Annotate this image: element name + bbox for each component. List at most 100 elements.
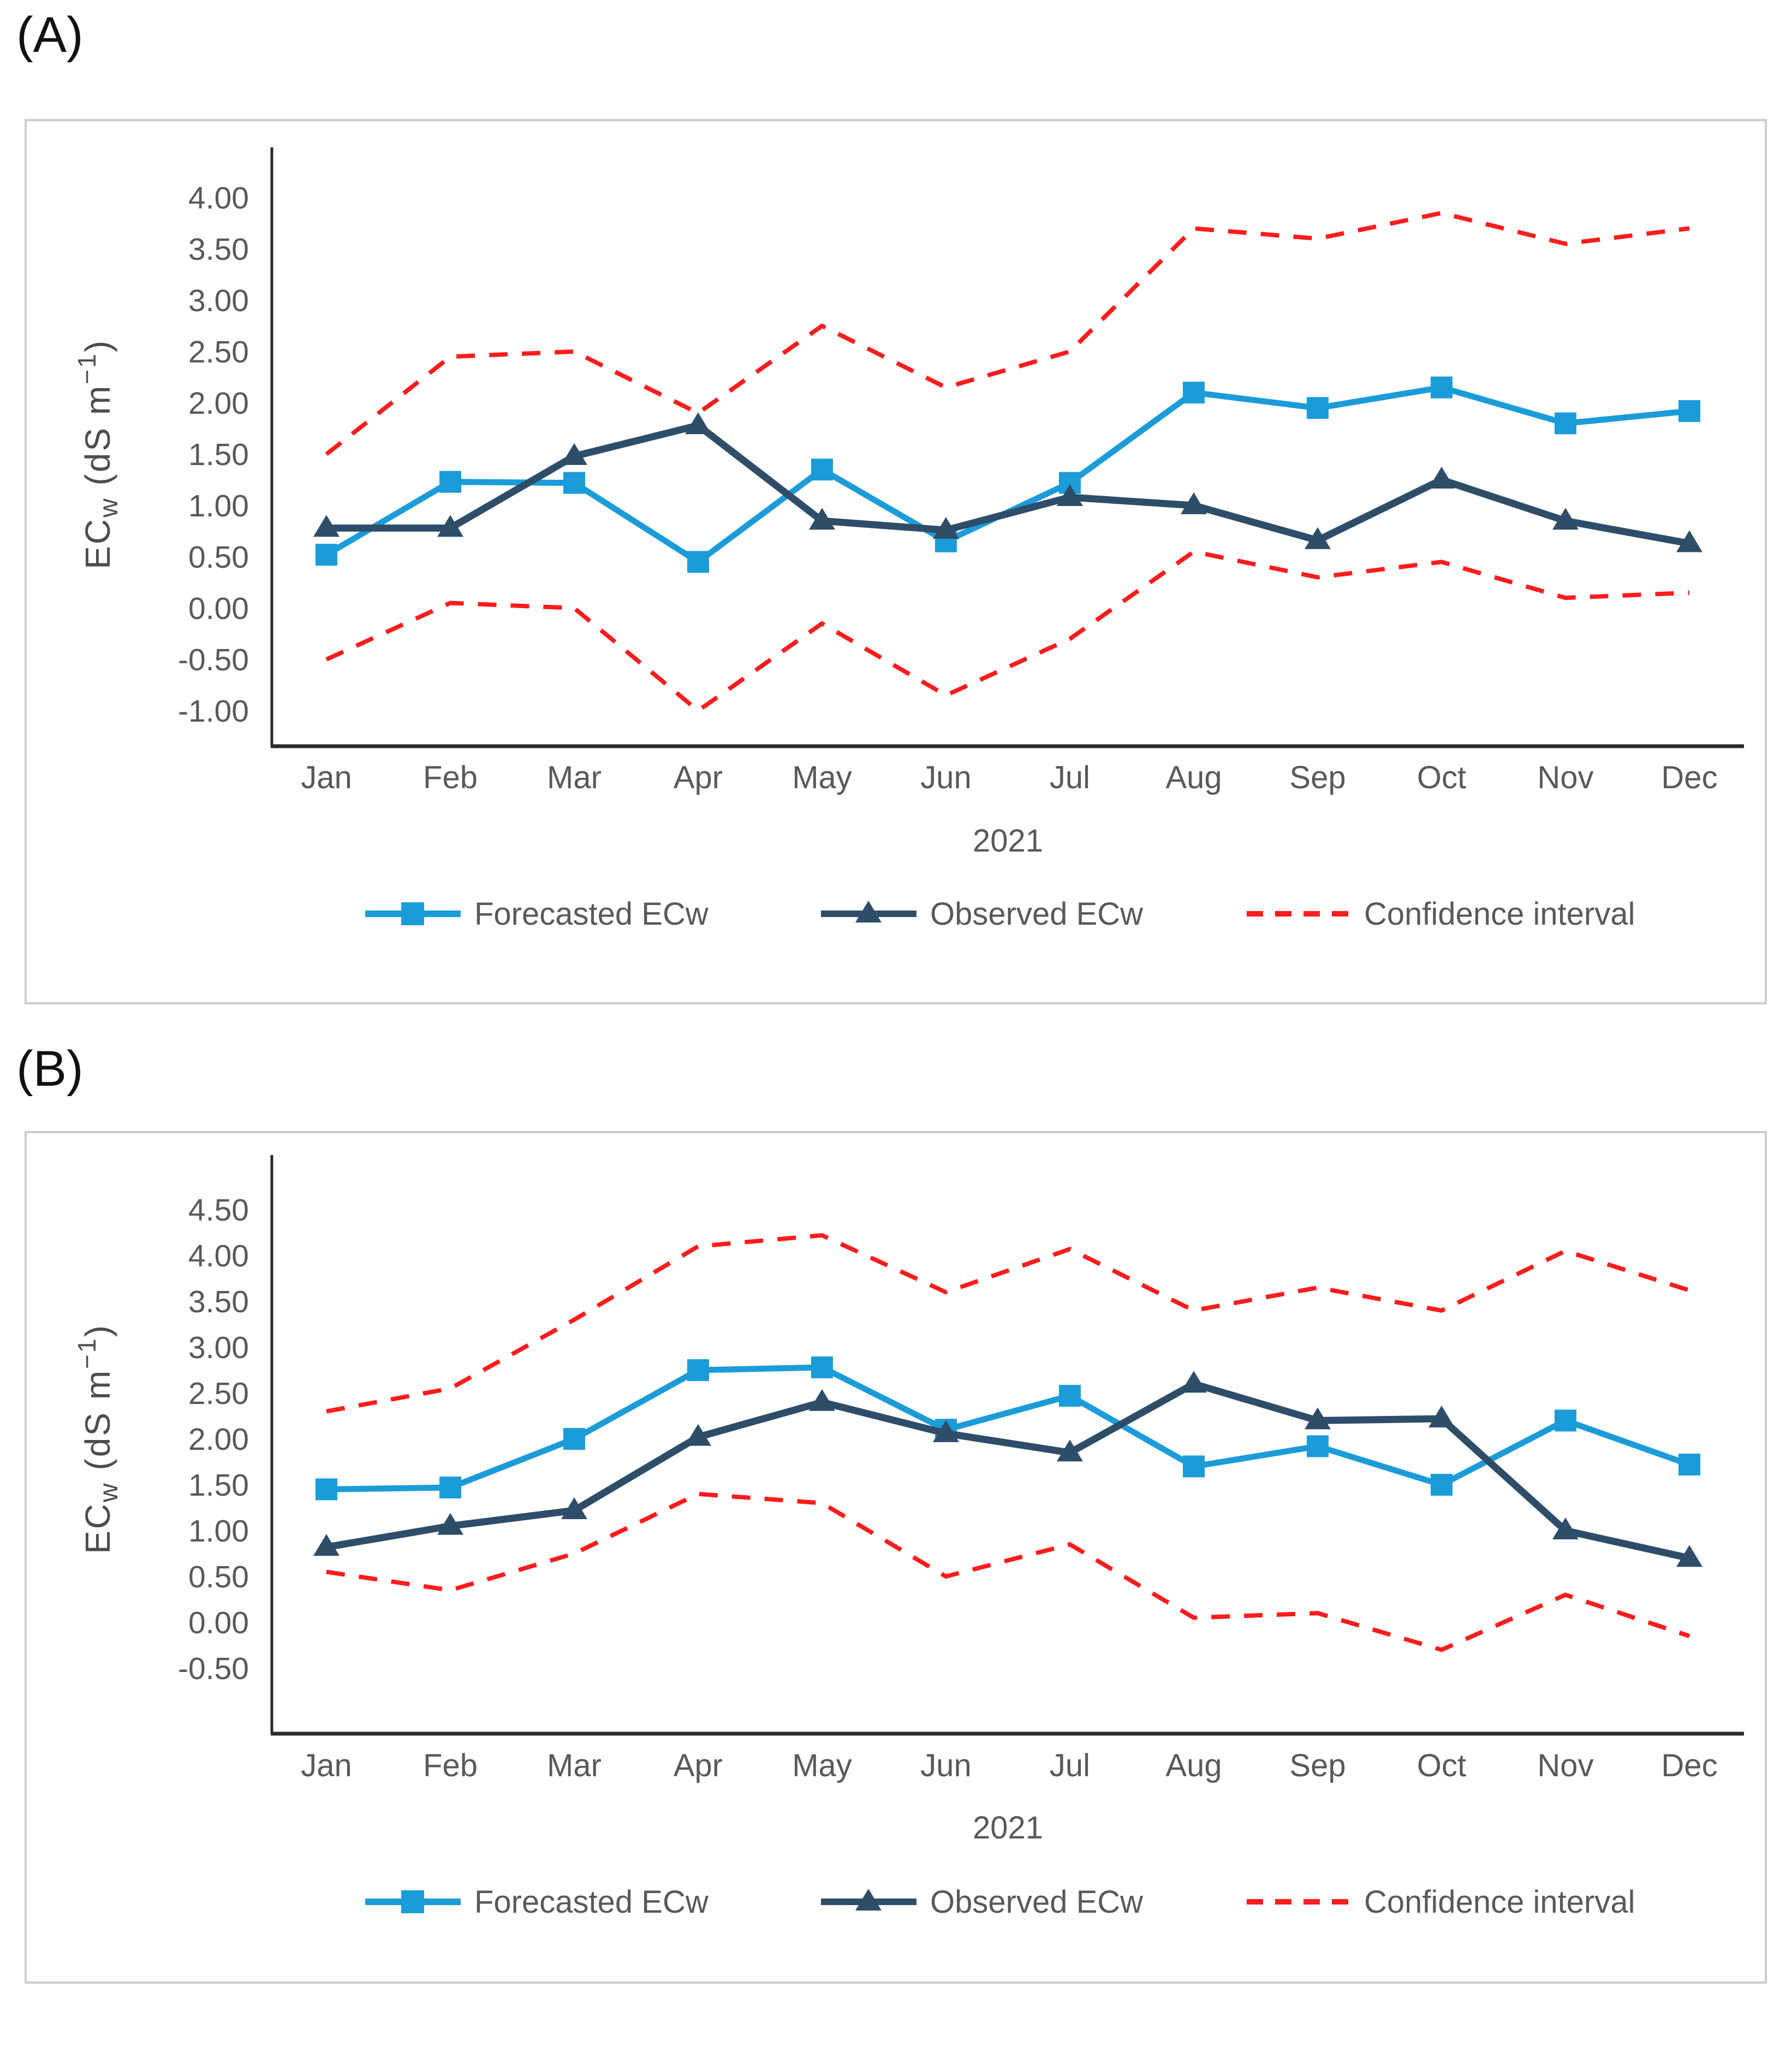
observed-marker (1057, 484, 1083, 506)
x-tick-label: Jan (301, 760, 352, 795)
x-tick-label: Sep (1289, 1748, 1346, 1783)
confidence-lower-line (326, 1491, 1690, 1652)
legend-item-confidence: Confidence interval (1247, 896, 1635, 932)
observed-marker (1676, 1545, 1702, 1567)
observed-marker (313, 515, 340, 537)
chart-b: 4.50 4.00 3.50 3.00 2.50 2.00 1.50 1.00 0.50 0.00… (73, 1155, 1744, 1920)
panel-b-label: (B) (16, 1041, 84, 1097)
observed-marker (1305, 527, 1331, 549)
forecasted-marker (687, 1359, 709, 1381)
y-tick-label: 2.50 (188, 335, 249, 370)
y-tick-label: -0.50 (178, 1651, 249, 1686)
observed-marker (437, 1513, 463, 1535)
x-tick-label: Feb (423, 1748, 478, 1783)
forecasted-marker (563, 472, 585, 494)
forecasted-marker (1555, 412, 1576, 435)
y-axis-title: ECw (dS m−1) (73, 339, 123, 569)
forecasted-marker (315, 1478, 337, 1501)
legend-item-observed: Observed ECw (821, 1884, 1144, 1920)
observed-marker (1181, 492, 1207, 514)
y-tick-label: 3.50 (188, 1284, 249, 1319)
forecasted-marker (1183, 1455, 1205, 1478)
y-axis-title: ECw (dS m−1) (73, 1324, 123, 1554)
legend-item-forecasted: Forecasted ECw (365, 896, 709, 932)
forecasted-marker (439, 471, 461, 493)
y-tick-label: 3.00 (188, 283, 249, 318)
observed-marker (809, 508, 835, 530)
observed-marker (437, 515, 463, 537)
forecasted-marker (1183, 382, 1205, 404)
y-tick-label: 1.50 (188, 1468, 249, 1503)
x-tick-label: Sep (1289, 760, 1346, 795)
confidence-upper-line (326, 1233, 1690, 1414)
observed-marker (1676, 530, 1702, 552)
forecasted-marker (1059, 1385, 1081, 1407)
legend-label: Forecasted ECw (474, 1884, 709, 1920)
y-tick-label: 4.00 (188, 1239, 249, 1274)
x-tick-label: Mar (547, 1748, 602, 1783)
x-tick-label: Jun (920, 760, 972, 795)
legend-forecasted-marker (401, 1890, 424, 1913)
panel-b-chart-box: 4.50 4.00 3.50 3.00 2.50 2.00 1.50 1.00 0.50 0.00… (25, 1131, 1767, 1984)
legend-label: Confidence interval (1364, 896, 1635, 932)
x-tick-label: Aug (1165, 760, 1222, 795)
legend-label: Confidence interval (1364, 1884, 1635, 1920)
y-tick-label: 0.00 (188, 1605, 249, 1640)
y-tick-label: 2.00 (188, 1422, 249, 1457)
observed-marker (685, 1424, 711, 1446)
observed-marker (1428, 1406, 1455, 1428)
forecasted-marker (1307, 397, 1329, 419)
x-axis-title: 2021 (973, 1810, 1043, 1846)
forecasted-marker (1555, 1409, 1576, 1432)
legend-observed-marker (855, 1889, 882, 1911)
panel-a-chart-box: 4.00 3.50 3.00 2.50 2.00 1.50 1.00 0.50 0.00 -0.5… (25, 119, 1767, 1004)
forecasted-line (326, 1364, 1690, 1492)
y-tick-label: 1.00 (188, 1514, 249, 1549)
x-tick-label: Mar (547, 760, 602, 795)
y-tick-label: -1.00 (178, 694, 249, 729)
observed-marker (1552, 508, 1579, 530)
x-tick-label: May (792, 1748, 852, 1783)
legend-item-observed: Observed ECw (821, 896, 1144, 932)
y-tick-label: 2.50 (188, 1376, 249, 1411)
y-tick-label: 0.50 (188, 540, 249, 575)
forecasted-marker (811, 459, 833, 481)
x-tick-label: Feb (423, 760, 478, 795)
legend-observed-marker (855, 901, 882, 923)
observed-marker (561, 1497, 587, 1520)
y-tick-label: 0.50 (188, 1560, 249, 1594)
forecasted-marker (687, 551, 709, 573)
observed-marker (1057, 1439, 1083, 1462)
x-tick-label: May (792, 760, 852, 795)
panel-a-label: (A) (16, 7, 84, 63)
observed-marker (933, 1420, 959, 1442)
observed-marker (561, 443, 587, 465)
forecasted-marker (1431, 1474, 1452, 1496)
chart-a: 4.00 3.50 3.00 2.50 2.00 1.50 1.00 0.50 0.00 -0.5… (73, 147, 1744, 932)
legend-label: Forecasted ECw (474, 896, 709, 932)
forecasted-marker (439, 1477, 461, 1499)
legend-item-forecasted: Forecasted ECw (365, 1884, 709, 1920)
observed-marker (313, 1534, 340, 1556)
observed-marker (1305, 1407, 1331, 1430)
forecasted-line (325, 384, 1690, 566)
observed-marker (685, 412, 711, 435)
y-tick-label: -0.50 (178, 642, 249, 677)
x-tick-label: Jun (920, 1748, 972, 1783)
observed-marker (933, 517, 959, 539)
x-tick-label: Oct (1417, 1748, 1466, 1783)
confidence-lower-line (325, 549, 1690, 714)
legend-item-confidence: Confidence interval (1247, 1884, 1635, 1920)
y-tick-label: 4.00 (188, 181, 249, 216)
x-tick-label: Dec (1661, 760, 1717, 795)
forecasted-marker (315, 544, 337, 566)
x-tick-label: Dec (1661, 1748, 1717, 1783)
observed-marker (1181, 1371, 1207, 1393)
x-tick-label: Oct (1417, 760, 1466, 795)
forecasted-marker (1678, 400, 1700, 423)
x-tick-label: Apr (674, 760, 723, 795)
forecasted-marker (1431, 376, 1452, 398)
y-tick-label: 0.00 (188, 591, 249, 626)
forecasted-marker (563, 1428, 585, 1450)
y-tick-label: 4.50 (188, 1193, 249, 1228)
